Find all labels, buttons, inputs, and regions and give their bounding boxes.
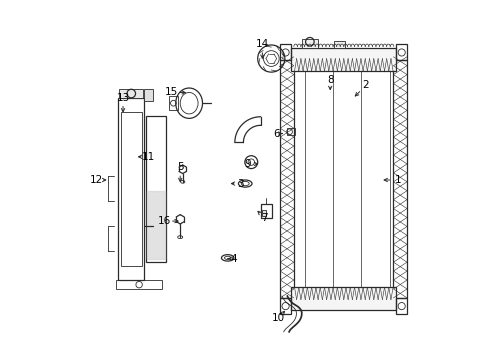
Bar	[280, 44, 290, 60]
Text: 6: 6	[273, 129, 280, 139]
Text: 1: 1	[394, 175, 401, 185]
Bar	[395, 44, 406, 60]
Text: 13: 13	[116, 93, 129, 103]
Bar	[290, 287, 395, 310]
Bar	[260, 204, 271, 217]
Bar	[280, 298, 290, 314]
Bar	[262, 210, 266, 216]
Text: 4: 4	[230, 253, 237, 264]
Bar	[286, 128, 294, 135]
Text: 11: 11	[141, 152, 154, 162]
Text: 5: 5	[177, 162, 183, 172]
Bar	[144, 89, 153, 102]
Bar	[118, 98, 144, 280]
Text: 14: 14	[255, 39, 268, 49]
Bar	[290, 48, 395, 71]
Text: 10: 10	[271, 312, 285, 323]
Bar	[393, 60, 406, 298]
Bar	[121, 112, 142, 266]
Text: 16: 16	[157, 216, 170, 226]
Bar	[301, 39, 317, 48]
Bar	[169, 96, 178, 111]
Text: 2: 2	[362, 80, 368, 90]
Bar	[116, 280, 162, 289]
Bar	[293, 71, 393, 287]
Text: 8: 8	[326, 75, 333, 85]
Bar	[395, 298, 406, 314]
Bar	[146, 116, 165, 262]
Text: 9: 9	[244, 159, 251, 169]
Bar	[119, 89, 142, 98]
Text: 15: 15	[164, 87, 178, 98]
Text: 12: 12	[89, 175, 102, 185]
Text: 3: 3	[237, 179, 244, 189]
Bar	[280, 60, 293, 298]
Bar	[333, 41, 344, 48]
Polygon shape	[147, 191, 164, 258]
Text: 7: 7	[260, 212, 267, 222]
